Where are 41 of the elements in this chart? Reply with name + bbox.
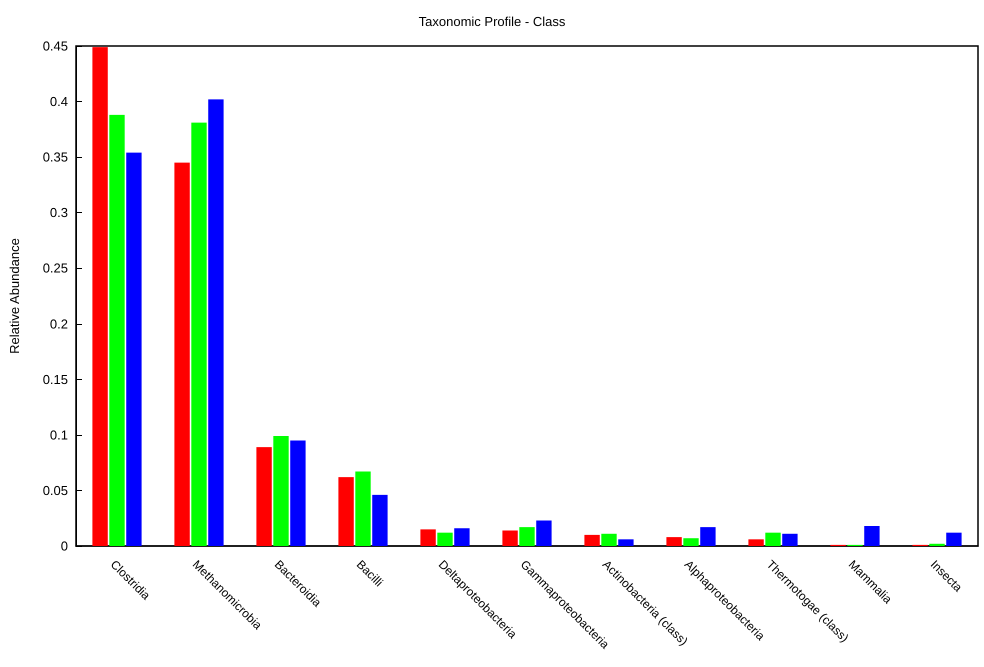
bar — [355, 472, 371, 546]
bar — [519, 527, 535, 546]
bar — [666, 537, 682, 546]
bar — [782, 534, 798, 546]
bar — [372, 494, 388, 546]
bar — [502, 530, 518, 546]
y-axis-title: Relative Abundance — [7, 238, 22, 354]
y-tick-label: 0.4 — [50, 94, 68, 110]
bar — [126, 152, 142, 546]
bar — [109, 114, 125, 546]
y-tick-label: 0 — [60, 538, 68, 554]
y-tick-label: 0.3 — [50, 205, 68, 220]
bar — [338, 477, 354, 546]
bar — [92, 47, 108, 546]
bar — [765, 532, 781, 546]
bar — [700, 527, 716, 546]
bar — [748, 539, 764, 546]
y-tick-label: 0.2 — [50, 316, 68, 332]
bar — [601, 534, 617, 546]
y-tick-label: 0.25 — [42, 260, 68, 276]
bar — [191, 122, 207, 546]
bar — [208, 99, 224, 546]
bar — [864, 526, 880, 546]
y-tick-label: 0.15 — [42, 372, 68, 387]
chart-title: Taxonomic Profile - Class — [418, 14, 566, 29]
bar — [290, 440, 306, 546]
bar — [437, 532, 453, 546]
y-tick-label: 0.35 — [42, 150, 68, 165]
bar — [174, 162, 190, 546]
bar — [273, 436, 289, 546]
bar — [946, 532, 962, 546]
bar — [683, 538, 699, 546]
y-tick-label: 0.05 — [42, 482, 68, 498]
bar — [618, 539, 634, 546]
bar — [256, 447, 272, 546]
bar — [584, 534, 600, 546]
y-tick-label: 0.1 — [50, 427, 68, 442]
bar — [536, 520, 552, 546]
bar — [454, 528, 470, 546]
bar — [420, 529, 436, 546]
y-tick-label: 0.45 — [42, 38, 68, 54]
